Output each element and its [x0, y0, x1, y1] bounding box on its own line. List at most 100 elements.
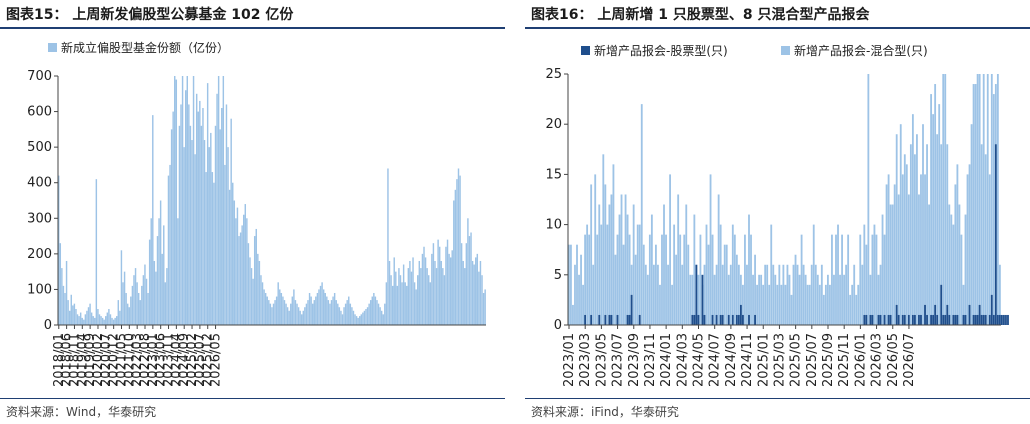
right-bar-mixed — [610, 194, 613, 325]
left-bar — [363, 310, 366, 325]
right-bar-mixed — [802, 264, 805, 325]
left-bar — [418, 260, 421, 325]
right-bar-mixed — [786, 264, 789, 325]
right-bar-mixed — [663, 204, 665, 325]
left-bar — [188, 104, 190, 325]
left-xtick-label: 2025/12 — [201, 333, 216, 387]
left-bar — [111, 317, 113, 325]
left-bar — [277, 282, 279, 325]
left-bar — [417, 275, 419, 325]
left-bar — [335, 300, 337, 325]
left-bar — [119, 310, 121, 325]
right-bar-mixed — [974, 84, 977, 325]
left-bar — [415, 289, 417, 325]
left-bar — [269, 303, 272, 325]
right-bar-stock — [630, 294, 633, 325]
left-bar — [399, 275, 402, 325]
right-bar-stock — [701, 274, 704, 325]
left-bar — [462, 260, 464, 325]
right-bar-stock — [584, 314, 587, 325]
right-bar-mixed — [857, 284, 860, 325]
right-bar-mixed — [689, 274, 692, 325]
right-bar-mixed — [980, 144, 983, 325]
left-bar — [120, 250, 123, 325]
left-bar — [202, 108, 204, 325]
left-bar — [440, 260, 442, 325]
right-bar-stock — [871, 314, 874, 325]
right-bar-mixed — [582, 284, 584, 325]
left-bar — [131, 285, 134, 325]
left-bar — [333, 292, 336, 325]
left-bar — [305, 303, 308, 325]
left-bar — [81, 317, 83, 325]
right-bar-mixed — [715, 264, 718, 325]
right-xtick-label: 2023/07 — [611, 333, 626, 387]
right-bar-mixed — [932, 114, 935, 325]
left-bar — [355, 316, 358, 325]
right-bar-mixed — [735, 254, 738, 325]
left-ytick-label: 600 — [27, 105, 52, 120]
right-xtick-label: 2024/03 — [675, 333, 690, 387]
left-bar — [195, 93, 198, 326]
right-bar-mixed — [816, 274, 819, 325]
right-bar-mixed — [843, 274, 845, 325]
right-bar-mixed — [972, 84, 975, 325]
left-bar — [103, 319, 105, 325]
left-bar — [280, 292, 283, 325]
left-bar — [456, 179, 458, 325]
right-bar-stock — [988, 314, 991, 325]
right-figure-title: 图表16： 上周新增 1 只股票型、8 只混合型产品报会 — [531, 7, 870, 23]
right-bar-stock — [598, 314, 601, 325]
right-bar-mixed — [772, 264, 775, 325]
left-bar — [446, 239, 449, 325]
right-bar-mixed — [899, 124, 902, 325]
left-ytick-label: 200 — [27, 247, 52, 262]
right-bar-mixed — [990, 74, 993, 325]
left-bar — [423, 246, 425, 325]
left-bar — [219, 129, 221, 325]
right-bar-stock — [954, 314, 957, 325]
right-ytick-label: 20 — [545, 117, 562, 132]
left-bar — [108, 308, 110, 325]
right-bar-mixed — [624, 194, 627, 325]
left-bar — [315, 296, 317, 325]
left-bar — [90, 312, 93, 325]
right-bar-mixed — [754, 254, 756, 325]
left-bar — [72, 305, 74, 325]
right-bar-mixed — [831, 234, 833, 325]
left-bar — [61, 268, 63, 325]
right-bar-stock — [616, 314, 619, 325]
right-bar-mixed — [620, 194, 623, 325]
left-bar — [293, 289, 295, 325]
right-bar-stock — [628, 314, 631, 325]
right-bar-mixed — [574, 264, 576, 325]
left-bar — [313, 300, 315, 325]
left-bar — [401, 282, 403, 325]
right-bar-mixed — [737, 264, 740, 325]
right-bar-stock — [715, 314, 718, 325]
right-bar-mixed — [924, 174, 926, 325]
left-bar — [189, 125, 192, 325]
left-bar — [126, 303, 129, 325]
right-bar-mixed — [873, 224, 876, 325]
right-bar-mixed — [962, 284, 965, 325]
right-bar-stock — [735, 314, 738, 325]
right-bar-mixed — [871, 234, 874, 325]
right-bar-mixed — [956, 164, 959, 325]
right-bar-mixed — [590, 184, 593, 325]
left-bar — [233, 200, 236, 325]
left-bar — [128, 307, 130, 325]
right-bar-mixed — [938, 104, 941, 326]
right-bar-mixed — [669, 174, 671, 325]
right-bar-mixed — [602, 154, 605, 325]
right-bar-mixed — [824, 284, 827, 325]
left-bar — [459, 175, 461, 325]
right-bar-mixed — [829, 284, 831, 325]
left-xtick-label: 2024/09 — [177, 333, 192, 387]
left-title-rule — [0, 27, 505, 29]
left-bar — [324, 292, 326, 325]
left-bar — [158, 218, 160, 325]
left-bar — [384, 303, 386, 325]
right-bar-stock — [944, 314, 947, 325]
left-bar — [453, 200, 455, 325]
